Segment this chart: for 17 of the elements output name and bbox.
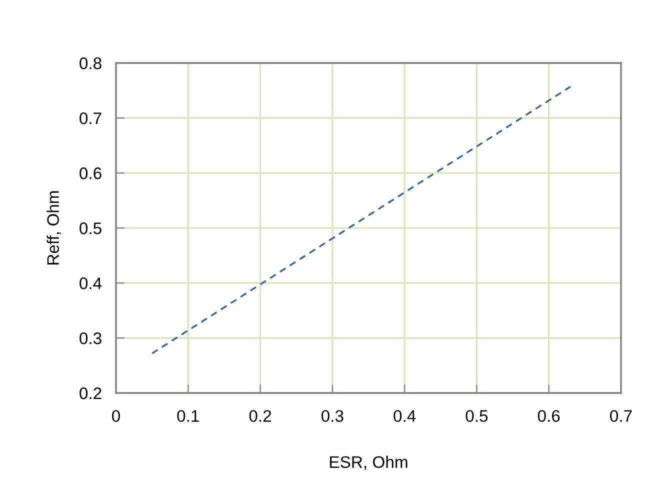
y-tick-label: 0.5 xyxy=(80,222,102,234)
y-tick-label: 0.8 xyxy=(80,57,102,70)
y-tick-label: 0.4 xyxy=(80,277,102,290)
x-tick-label: 0.6 xyxy=(538,410,560,422)
x-tick-label: 0.2 xyxy=(249,410,272,422)
y-axis-title: Reff, Ohm xyxy=(46,191,61,264)
x-tick-label: 0.5 xyxy=(466,410,488,422)
x-tick-label: 0.7 xyxy=(610,410,632,422)
y-tick-label: 0.3 xyxy=(80,332,102,344)
x-tick-label: 0.3 xyxy=(321,410,344,422)
x-axis-title: ESR, Ohm xyxy=(330,456,408,470)
y-tick-label: 0.7 xyxy=(80,112,102,124)
y-tick-label: 0.2 xyxy=(80,387,102,400)
x-tick-label: 0.4 xyxy=(394,410,416,422)
x-tick-label: 0 xyxy=(112,410,120,422)
x-tick-label: 0.1 xyxy=(177,410,199,422)
y-tick-label: 0.6 xyxy=(80,167,102,180)
